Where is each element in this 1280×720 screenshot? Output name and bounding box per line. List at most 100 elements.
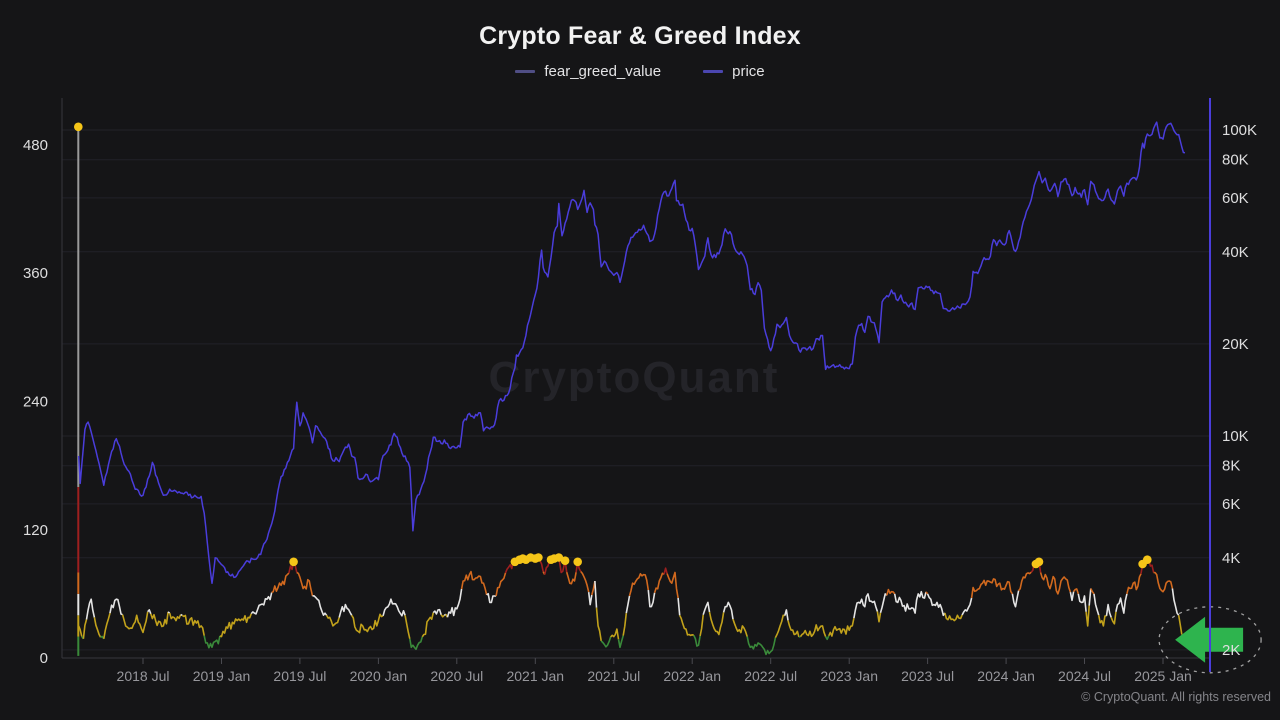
- extreme-marker-dot: [573, 557, 582, 567]
- fear-greed-line-segment: [699, 614, 704, 637]
- y-axis-label-right: 40K: [1222, 244, 1249, 261]
- y-axis-label-left: 120: [23, 522, 48, 539]
- y-axis-label-right: 10K: [1222, 428, 1249, 445]
- fear-greed-line-segment: [446, 588, 463, 618]
- x-axis-label: 2024 Jul: [1058, 668, 1111, 684]
- fear-greed-line-segment: [495, 572, 507, 597]
- fear-greed-line-segment: [312, 595, 328, 616]
- x-axis-label: 2020 Jul: [430, 668, 483, 684]
- y-axis-label-right: 100K: [1222, 122, 1257, 139]
- fear-greed-line-segment: [653, 572, 665, 593]
- fear-greed-line-segment: [382, 598, 406, 617]
- fear-greed-line-segment: [1069, 591, 1075, 602]
- legend-item-price[interactable]: price: [703, 63, 765, 80]
- fear-greed-line-segment: [271, 572, 290, 594]
- fear-greed-line-segment: [610, 628, 620, 640]
- fear-greed-line-segment: [824, 635, 830, 641]
- fear-greed-line-segment: [351, 613, 384, 634]
- fear-greed-line-segment: [1090, 588, 1095, 595]
- fear-greed-line-segment: [746, 636, 777, 656]
- fear-greed-line-segment: [1017, 571, 1032, 592]
- fear-greed-line-segment: [944, 612, 963, 622]
- fear-greed-line-segment: [1097, 614, 1107, 627]
- chart-legend: fear_greed_value price: [0, 63, 1280, 80]
- fear-greed-line-segment: [203, 635, 221, 649]
- fear-greed-line-segment: [121, 611, 149, 634]
- y-axis-label-right: 8K: [1222, 458, 1240, 475]
- fear-greed-line-segment: [828, 617, 855, 637]
- fear-greed-line-segment: [893, 590, 927, 614]
- x-axis-label: 2023 Jul: [901, 668, 954, 684]
- fear-greed-line-segment: [219, 613, 253, 638]
- x-axis-label: 2021 Jan: [506, 668, 564, 684]
- legend-label: fear_greed_value: [544, 63, 662, 80]
- fear-greed-line-segment: [622, 613, 628, 636]
- fear-greed-line-segment: [1115, 593, 1128, 614]
- fear-greed-line-segment: [85, 598, 96, 620]
- x-axis-label: 2019 Jan: [193, 668, 251, 684]
- fear-greed-line-segment: [1088, 588, 1092, 606]
- fear-greed-line-segment: [774, 614, 785, 639]
- fear-greed-line-segment: [181, 614, 205, 636]
- fear-greed-line-segment: [702, 601, 711, 616]
- y-axis-label-left: 360: [23, 265, 48, 282]
- fear-greed-line-segment: [693, 634, 701, 647]
- fear-greed-line-segment: [325, 614, 340, 627]
- fear-greed-line-segment: [600, 636, 612, 648]
- fear-greed-line-segment: [1126, 573, 1142, 595]
- fear-greed-line-segment: [879, 593, 888, 614]
- x-axis-label: 2022 Jan: [663, 668, 721, 684]
- y-axis-label-right: 60K: [1222, 190, 1249, 207]
- y-axis-label-left: 240: [23, 394, 48, 411]
- fear-greed-line-segment: [168, 612, 182, 622]
- fear-greed-line-segment: [296, 571, 314, 597]
- fear-greed-line-segment: [677, 597, 681, 616]
- fear-greed-line-segment: [421, 612, 435, 638]
- x-axis-label: 2025 Jan: [1134, 668, 1192, 684]
- fear-greed-line-segment: [876, 611, 882, 623]
- fear-greed-line-segment: [409, 636, 424, 651]
- fear-greed-line-segment: [1039, 572, 1072, 595]
- legend-label: price: [732, 63, 765, 80]
- fear-greed-line-segment: [486, 592, 497, 604]
- x-axis-label: 2024 Jan: [977, 668, 1035, 684]
- fear-greed-line-segment: [1153, 571, 1174, 593]
- legend-item-fear-greed[interactable]: fear_greed_value: [515, 63, 661, 80]
- extreme-marker-dot: [560, 556, 570, 565]
- x-axis-label: 2019 Jul: [273, 668, 326, 684]
- x-axis-label: 2018 Jul: [117, 668, 170, 684]
- fear-greed-line-segment: [1077, 593, 1087, 612]
- fear-greed-line-segment: [1085, 605, 1090, 627]
- fear-greed-line-segment: [338, 603, 353, 618]
- legend-swatch-icon: [515, 70, 536, 73]
- fear-greed-line-segment: [886, 588, 896, 596]
- copyright-text: © CryptoQuant. All rights reserved: [1081, 690, 1271, 704]
- x-axis-label: 2021 Jul: [587, 668, 640, 684]
- fear-greed-line-segment: [565, 571, 577, 585]
- extreme-marker-dot: [289, 557, 298, 567]
- extreme-marker-dot: [1034, 557, 1044, 567]
- fear-greed-line-segment: [853, 593, 879, 619]
- fear-greed-line-segment: [93, 617, 102, 638]
- fear-greed-line-segment: [925, 591, 929, 595]
- fear-greed-line-segment: [678, 614, 695, 637]
- extreme-marker-dot: [1143, 555, 1152, 564]
- fear-greed-line-segment: [587, 592, 593, 606]
- fear-greed-line-segment: [784, 609, 789, 621]
- fear-greed-line-segment: [103, 612, 111, 639]
- fear-greed-line-segment: [109, 598, 123, 616]
- chart-title: Crypto Fear & Greed Index: [479, 22, 801, 50]
- fear-greed-line-segment: [1177, 615, 1183, 635]
- fear-greed-line-segment: [1011, 590, 1020, 608]
- fear-greed-line-segment: [180, 613, 183, 617]
- fear-greed-line-segment: [150, 611, 169, 628]
- fear-greed-line-segment: [147, 609, 152, 615]
- fear-greed-line-segment: [970, 578, 1014, 599]
- y-axis-label-right: 20K: [1222, 336, 1249, 353]
- fear-greed-line-segment: [595, 607, 602, 642]
- fear-greed-line-segment: [625, 595, 631, 614]
- fear-greed-line-segment: [961, 597, 973, 616]
- x-axis-label: 2022 Jul: [744, 668, 797, 684]
- fear-greed-line-segment: [1110, 611, 1117, 625]
